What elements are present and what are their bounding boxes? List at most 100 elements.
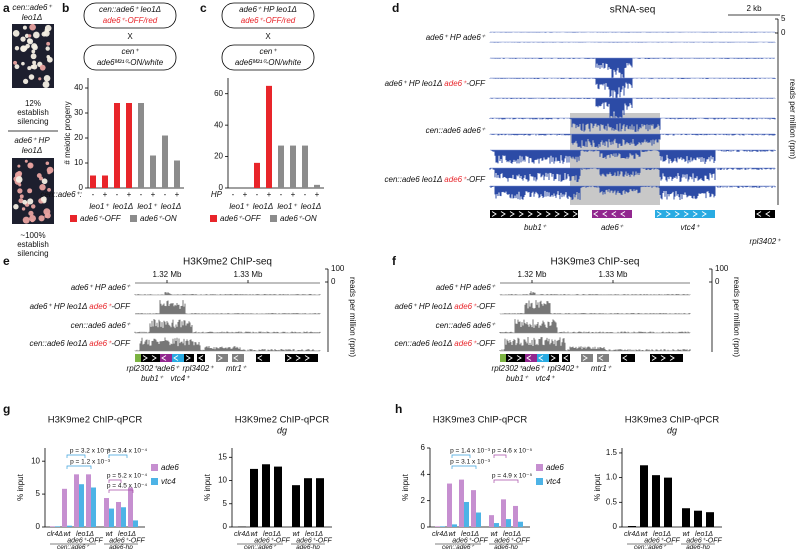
y-tick-label: 60 (214, 89, 223, 98)
group-label: leo1⁺ (137, 202, 157, 211)
bar (302, 145, 308, 188)
label-part: cen::ade6 ade6⁺ (71, 321, 131, 330)
colony (31, 204, 36, 209)
gene-chevron (651, 355, 657, 361)
gene-box (490, 210, 578, 218)
y-tick-label: 0 (79, 183, 84, 192)
legend-swatch (151, 478, 158, 485)
legend-swatch (270, 215, 277, 222)
bar (274, 466, 282, 527)
gene-label: ade6⁺ (601, 223, 624, 232)
bar (314, 184, 320, 188)
bar (471, 490, 476, 527)
x-tick-label: - (140, 190, 143, 199)
gene-chevron (527, 211, 533, 217)
track-label: ade6⁺ HP ade6⁺ (426, 33, 486, 42)
track-label: cen::ade6 leo1Δ ade6⁺-OFF (30, 339, 132, 348)
x-tick-label: leo1Δ (118, 531, 136, 538)
gene-chevron (526, 355, 532, 361)
gene-chevron (518, 211, 524, 217)
gene-chevron (692, 211, 698, 217)
x-sublabel: ade6⁺-OFF (67, 537, 103, 544)
p-value: p = 4.9 x 10⁻⁵ (492, 473, 533, 480)
gene-chevron (582, 355, 588, 361)
y-tick-label: 0.5 (606, 497, 618, 506)
bar (114, 103, 120, 188)
gene-chevron (151, 355, 157, 361)
significance-bracket (66, 465, 92, 469)
bar (501, 499, 506, 527)
colony (28, 74, 35, 80)
y-axis-label: reads per million (rpm) (732, 277, 741, 357)
gene-label: bub1⁺ (524, 223, 547, 232)
significance-bracket (66, 454, 86, 458)
colony (18, 198, 24, 204)
group-label: leo1Δ (113, 202, 134, 211)
x-tick-label: wt (491, 531, 499, 538)
gene-label: vtc4⁺ (536, 374, 556, 383)
y-tick-label: 0 (331, 277, 336, 286)
colony (38, 77, 42, 81)
track-label: ade6⁺ HP leo1Δ ade6⁺-OFF (385, 79, 487, 88)
label: ade6⁺-OFF/red (241, 16, 296, 25)
label-part: ade6⁺ HP ade6⁺ (436, 283, 496, 292)
gene-label: rpl3402⁺ (548, 364, 580, 373)
y-tick-label: 30 (74, 108, 83, 117)
y-tick-label: 2 (421, 496, 426, 505)
bar (254, 162, 260, 188)
label: cen::ade6⁺ (12, 3, 52, 12)
label: ade6ᴹ²¹⁰-ON/white (97, 58, 164, 67)
x-tick-label: + (175, 190, 180, 199)
signal (134, 319, 321, 333)
label-part: cen⁺ (121, 47, 139, 56)
bar (138, 103, 144, 188)
bar (174, 160, 180, 188)
bar (104, 498, 109, 527)
gene-box (549, 354, 559, 362)
gene-chevron (295, 355, 301, 361)
y-tick-label: 0 (613, 522, 618, 531)
colony (47, 56, 53, 63)
gene-chevron (161, 355, 167, 361)
x-tick-label: + (315, 190, 320, 199)
colony (17, 188, 23, 194)
gene-chevron (507, 355, 513, 361)
gene-box (160, 354, 172, 362)
panel-label: a (3, 1, 10, 15)
label: cen⁺ (259, 47, 277, 56)
x-tick-label: clr4Δ (47, 531, 63, 538)
label-part: cen::ade6 leo1Δ (30, 339, 90, 348)
bar (628, 526, 636, 527)
label: X (127, 32, 133, 41)
colony (27, 198, 34, 205)
chart-title: H3K9me3 ChIP-qPCR (625, 415, 720, 426)
x-tick-label: leo1Δ (695, 531, 713, 538)
colony (15, 176, 23, 183)
x-tick-label: leo1Δ (503, 531, 521, 538)
colony (20, 45, 27, 52)
bar (513, 505, 518, 527)
bar (262, 464, 270, 527)
panel-title: sRNA-seq (610, 5, 656, 16)
x-tick-label: leo1Δ (461, 531, 479, 538)
colony (12, 30, 20, 37)
label-part: ade6⁺ (454, 302, 477, 311)
significance-bracket (493, 454, 507, 458)
x-sublabel: ade6⁺-OFF (494, 537, 530, 544)
x-tick-label: leo1Δ (263, 531, 281, 538)
legend-label: vtc4 (161, 477, 176, 486)
colony (43, 30, 50, 37)
gene-box (197, 354, 205, 362)
gene-chevron (516, 355, 522, 361)
label-part: ade6⁺ (444, 79, 467, 88)
track-label: ade6⁺ HP ade6⁺ (436, 283, 496, 292)
gene-label: rpl3402⁺ (750, 237, 782, 246)
significance-bracket (108, 454, 128, 458)
gene-chevron (304, 355, 310, 361)
gene-box (256, 354, 270, 362)
p-value: p = 5.2 x 10⁻⁴ (107, 473, 148, 480)
p-value: p = 3.1 x 10⁻³ (450, 459, 491, 466)
bar (116, 501, 121, 527)
gene-label: ade6⁺ (157, 364, 180, 373)
label-part: -OFF (466, 79, 486, 88)
